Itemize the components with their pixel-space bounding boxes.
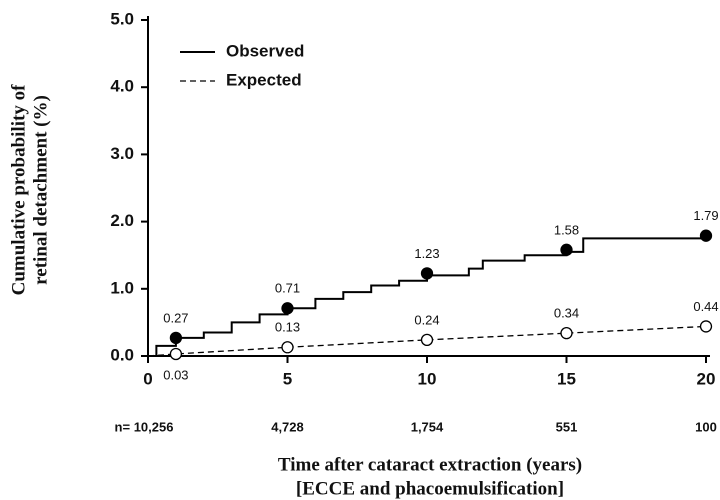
data-point <box>420 333 434 347</box>
x-tick-label: 5 <box>283 369 292 388</box>
x-tick-label: 0 <box>143 369 152 388</box>
at-risk-label: 100 <box>695 419 717 434</box>
data-label: 0.71 <box>275 281 300 296</box>
at-risk-label: 1,754 <box>411 419 444 434</box>
data-label: 1.23 <box>414 246 439 261</box>
at-risk-label: n= 10,256 <box>115 419 174 434</box>
y-tick-label: 2.0 <box>110 211 134 230</box>
x-axis-title-line: Time after cataract extraction (years) <box>278 454 582 475</box>
y-tick-label: 1.0 <box>110 278 134 297</box>
data-point <box>560 327 573 340</box>
data-point <box>420 267 434 280</box>
x-axis-title-line: [ECCE and phacoemulsification] <box>296 478 564 499</box>
data-point <box>281 341 294 354</box>
data-label: 1.79 <box>693 208 718 223</box>
x-tick-label: 15 <box>557 369 576 388</box>
data-point <box>169 331 183 345</box>
y-axis-title: Cumulative probability of <box>8 84 29 295</box>
x-tick-label: 10 <box>418 369 437 388</box>
series-line <box>148 237 706 357</box>
legend-label: Expected <box>226 70 302 89</box>
data-label: 0.27 <box>163 310 188 325</box>
y-tick-label: 3.0 <box>110 144 134 163</box>
y-tick-label: 5.0 <box>110 9 134 28</box>
data-label: 1.58 <box>554 222 579 237</box>
y-tick-label: 0.0 <box>110 345 134 364</box>
data-point <box>560 243 573 256</box>
data-label: 0.03 <box>163 367 188 382</box>
y-axis-title: retinal detachment (%) <box>30 95 51 285</box>
data-label: 0.13 <box>275 320 300 335</box>
at-risk-label: 551 <box>556 419 578 434</box>
data-label: 0.34 <box>554 306 579 321</box>
legend-label: Observed <box>226 41 304 60</box>
x-tick-label: 20 <box>697 369 716 388</box>
y-axis-title-line: retinal detachment (%) <box>30 95 51 285</box>
data-point <box>699 229 713 242</box>
data-point <box>699 320 713 333</box>
y-tick-label: 4.0 <box>110 77 134 96</box>
data-point <box>281 302 294 315</box>
data-point <box>169 347 183 361</box>
y-axis-title-line: Cumulative probability of <box>8 84 29 295</box>
data-label: 0.44 <box>693 299 718 314</box>
at-risk-label: 4,728 <box>271 419 304 434</box>
data-label: 0.24 <box>414 312 439 327</box>
